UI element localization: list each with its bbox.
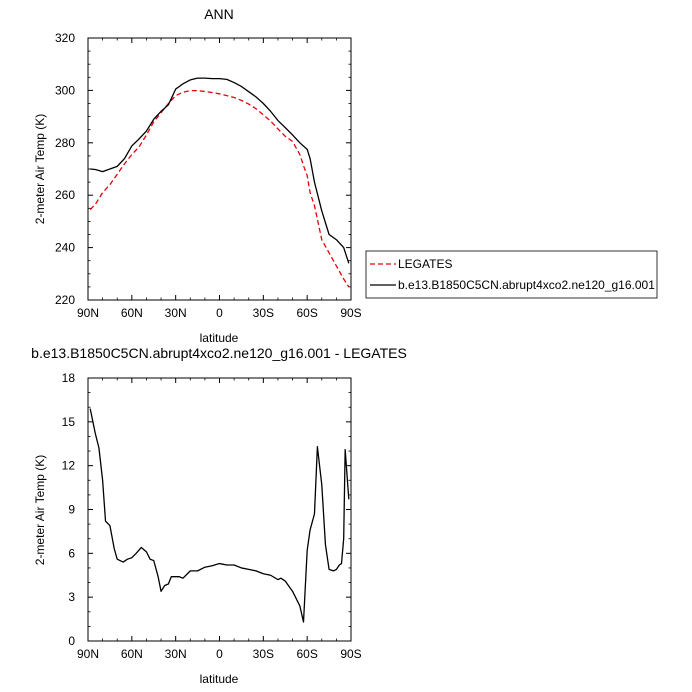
y-tick-label: 12 xyxy=(62,459,76,473)
y-tick-label: 9 xyxy=(68,503,75,517)
x-tick-label: 0 xyxy=(216,647,223,661)
top-chart-title: ANN xyxy=(204,6,234,22)
legend: LEGATES b.e13.B1850C5CN.abrupt4xco2.ne12… xyxy=(365,250,658,299)
y-tick-label: 320 xyxy=(55,31,75,45)
top-ticks-layer: 90N 60N 30N 0 30S 60S 90S 220 240 260 280 300 320 xyxy=(55,31,362,320)
top-panel: ANN 2-meter Air Temp (K) latitude 90N 60N… xyxy=(33,6,362,345)
x-tick-label: 90N xyxy=(77,647,99,661)
x-tick-label: 30S xyxy=(253,647,274,661)
top-plot-frame xyxy=(87,37,352,301)
series-line-1 xyxy=(90,77,350,264)
x-tick-label: 60S xyxy=(296,306,317,320)
x-tick-label: 30N xyxy=(165,306,187,320)
x-tick-label: 30S xyxy=(253,306,274,320)
y-tick-label: 300 xyxy=(55,83,75,97)
series-line-0 xyxy=(89,90,350,288)
x-tick-label: 30N xyxy=(165,647,187,661)
y-tick-label: 240 xyxy=(55,241,75,255)
legend-entry-legates: LEGATES xyxy=(398,257,452,271)
bottom-series-layer xyxy=(89,408,350,623)
x-tick-label: 60N xyxy=(121,647,143,661)
series-line-0 xyxy=(89,408,350,623)
y-tick-label: 6 xyxy=(68,546,75,560)
y-tick-label: 280 xyxy=(55,136,75,150)
bottom-panel: b.e13.B1850C5CN.abrupt4xco2.ne120_g16.00… xyxy=(31,345,407,686)
y-tick-label: 220 xyxy=(55,293,75,307)
y-tick-label: 260 xyxy=(55,188,75,202)
y-tick-label: 0 xyxy=(68,634,75,648)
top-x-axis-label: latitude xyxy=(200,331,239,345)
x-tick-label: 90S xyxy=(340,647,361,661)
y-tick-label: 3 xyxy=(68,590,75,604)
x-tick-label: 60S xyxy=(296,647,317,661)
legend-box xyxy=(365,250,658,299)
x-tick-label: 60N xyxy=(121,306,143,320)
bottom-x-axis-label: latitude xyxy=(200,672,239,686)
bottom-y-axis-label: 2-meter Air Temp (K) xyxy=(33,455,47,565)
bottom-chart-title: b.e13.B1850C5CN.abrupt4xco2.ne120_g16.00… xyxy=(31,345,407,361)
x-tick-label: 90S xyxy=(340,306,361,320)
y-tick-label: 18 xyxy=(62,371,76,385)
x-tick-label: 90N xyxy=(77,306,99,320)
top-series-layer xyxy=(89,77,350,288)
bottom-ticks-layer: 90N 60N 30N 0 30S 60S 90S 0 3 6 9 12 15 18 xyxy=(62,371,362,661)
y-tick-label: 15 xyxy=(62,415,76,429)
legend-entry-model: b.e13.B1850C5CN.abrupt4xco2.ne120_g16.00… xyxy=(398,278,655,292)
bottom-plot-frame xyxy=(87,377,352,642)
x-tick-label: 0 xyxy=(216,306,223,320)
top-y-axis-label: 2-meter Air Temp (K) xyxy=(33,114,47,224)
